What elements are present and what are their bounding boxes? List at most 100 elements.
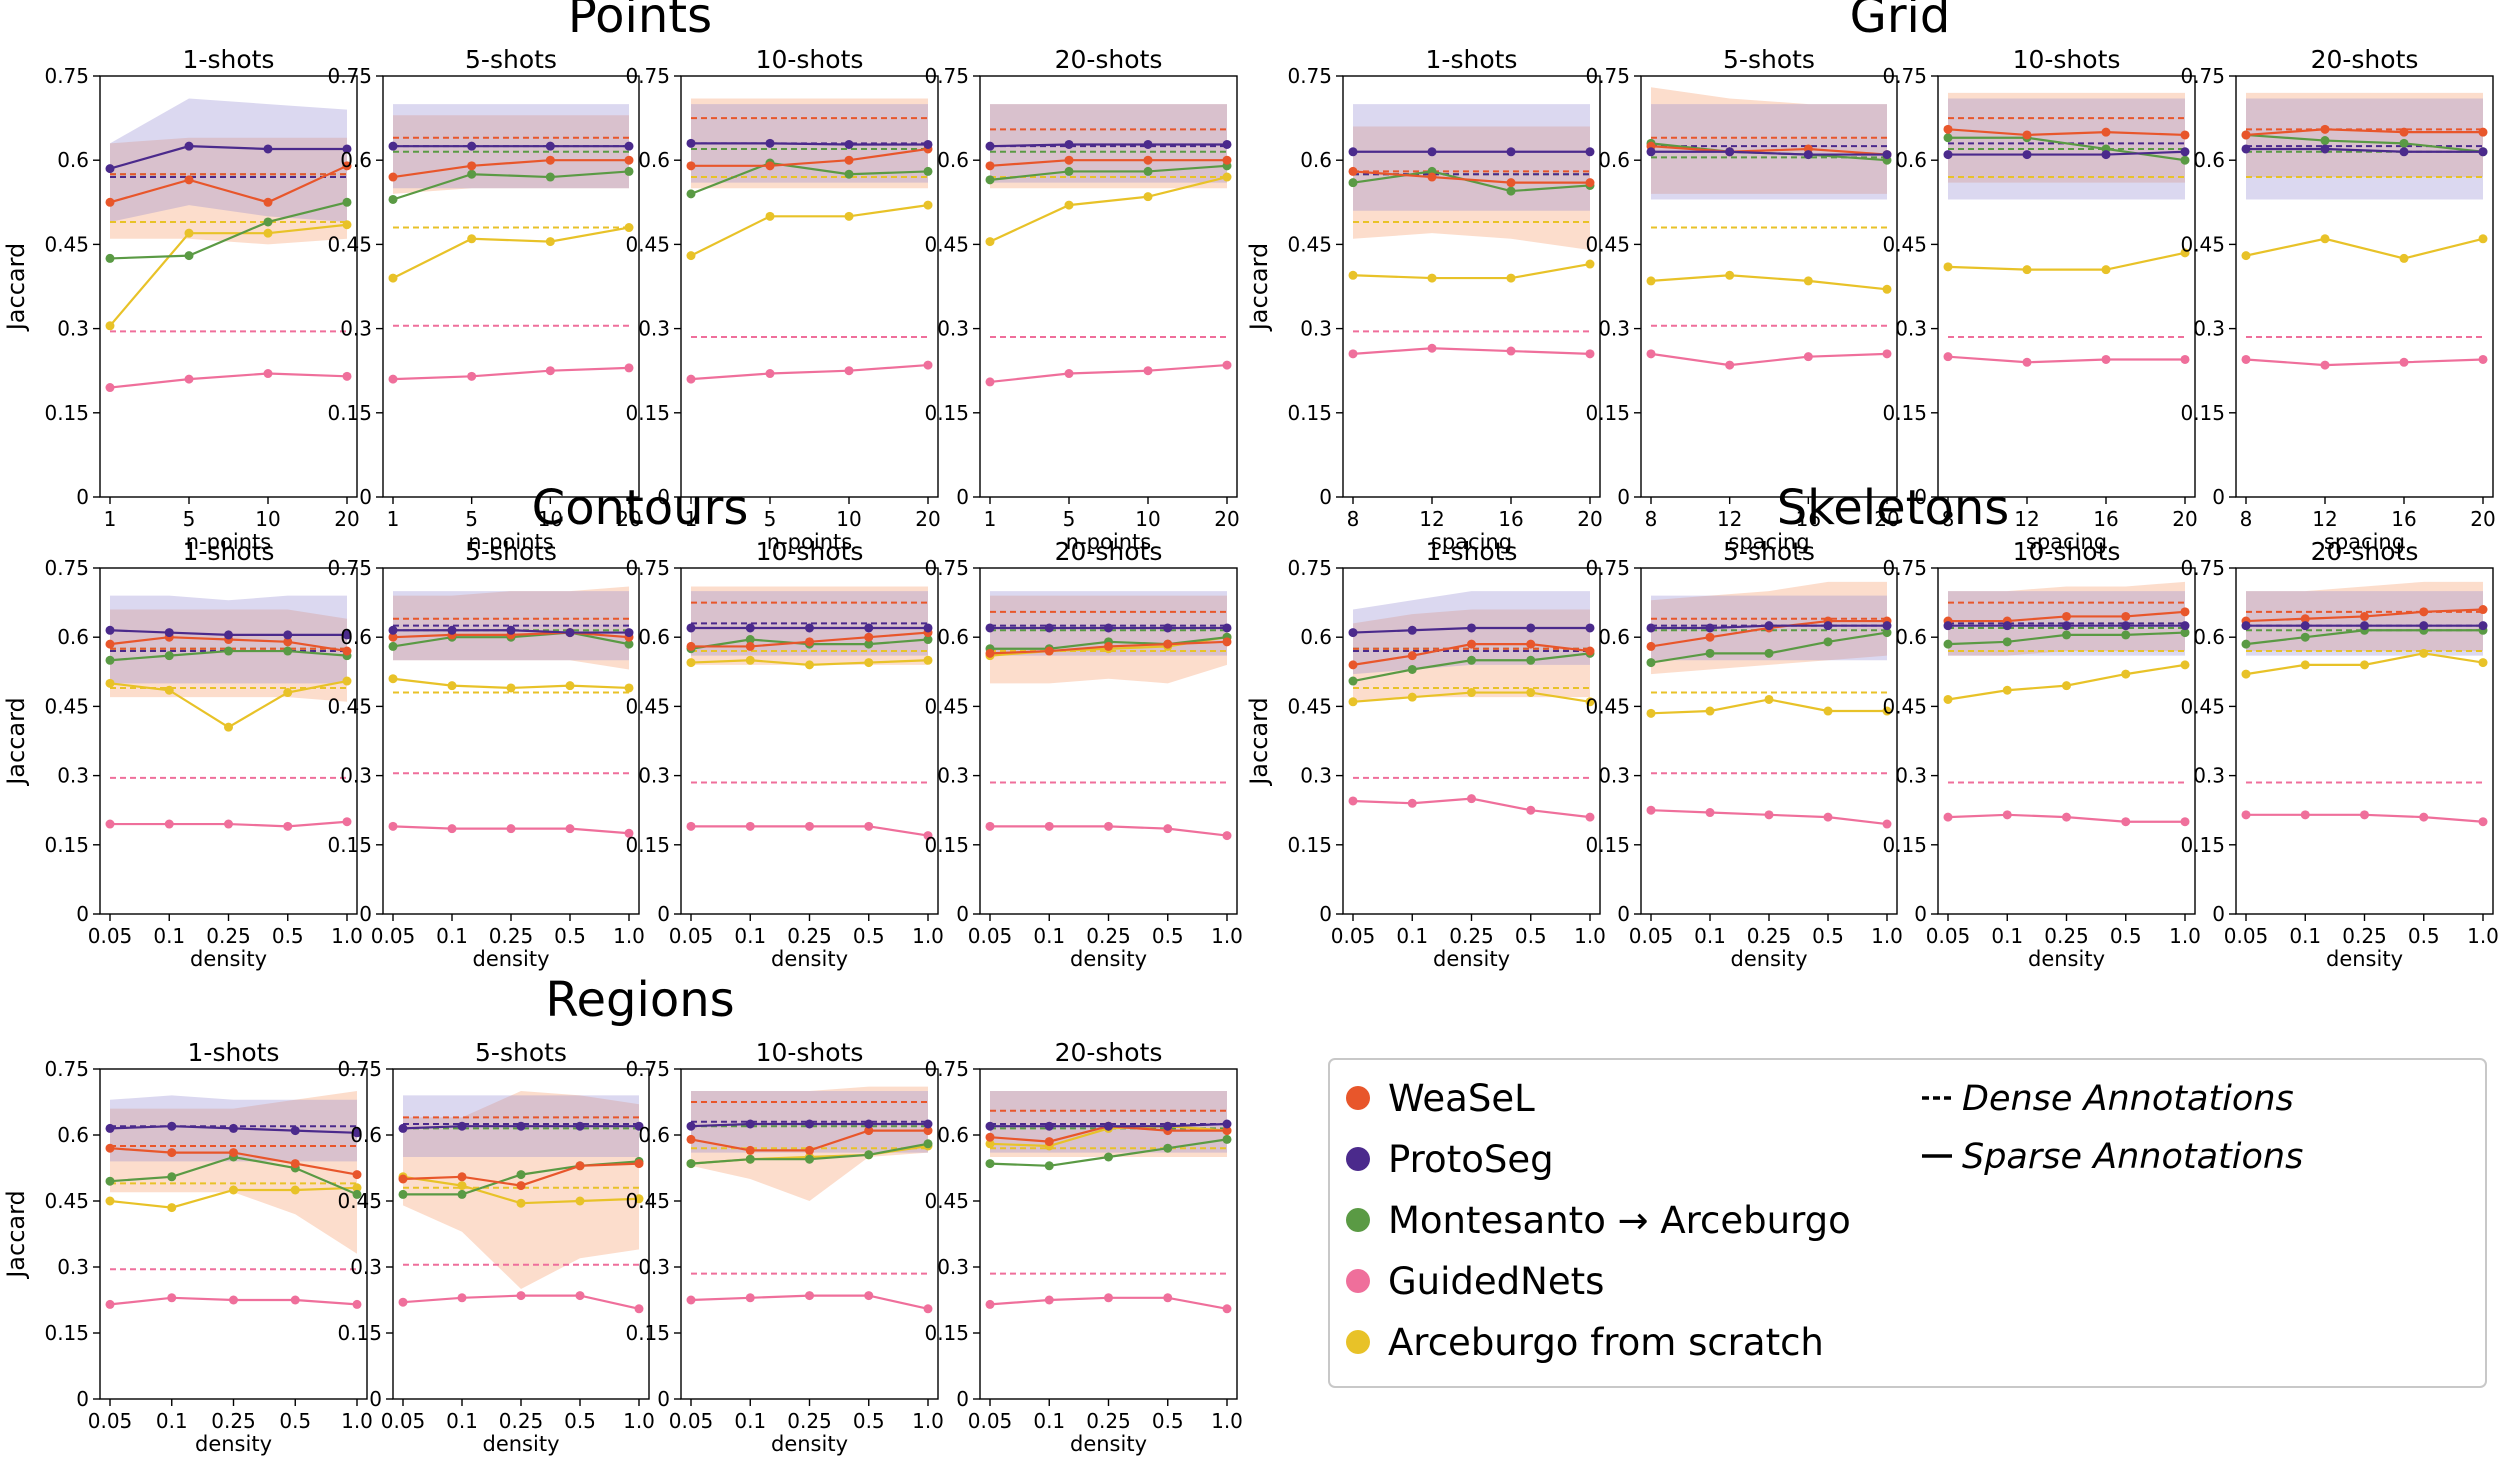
scratch-point [745,655,755,665]
legend-label: GuidedNets [1388,1260,1604,1303]
y-tick-label: 0.75 [1585,64,1630,88]
guidednets-sparse-line [1650,352,1888,367]
guidednets-point [342,817,352,827]
protoseg-sparse-line [691,142,928,146]
protoseg-point [283,630,293,640]
scratch-point [263,228,273,238]
guidednets-point [686,1295,696,1305]
x-tick-label: 0.5 [564,1409,596,1433]
weasel-point [1222,637,1232,647]
protoseg-point [1044,623,1054,633]
y-tick-label: 0.15 [2180,401,2225,425]
guidednets-point [224,819,233,829]
scratch-point [467,234,477,244]
weasel-std-band [1651,87,1887,194]
protoseg-point [2002,621,2012,631]
panel-regions-1-shots: 0 0.15 0.3 0.45 0.6 0.75 0.05 0.1 0.25 0.5 1.0 dens… [2,1038,373,1456]
scratch-point [2320,234,2330,244]
y-tick-label: 0.45 [1287,232,1332,256]
protoseg-point [184,141,194,151]
legend-item-scratch: Arceburgo from scratch [1346,1321,1824,1364]
protoseg-point [342,144,352,154]
weasel-point [263,197,273,207]
scratch-sparse-line [989,175,1228,243]
protoseg-std-band [393,591,629,661]
y-tick-label: 0.6 [937,625,969,649]
weasel-point [686,161,696,171]
protoseg-point [2180,621,2190,631]
montesanto-sparse-line [1352,170,1591,193]
guidednets-point [1064,369,1074,379]
guidednets-point [844,366,854,376]
panel-contours-20-shots: 0 0.15 0.3 0.45 0.6 0.75 0.05 0.1 0.25 0.5 1.0 dens… [924,537,1242,971]
guidednets-point [2241,810,2251,820]
legend-item-montesanto: Montesanto → Arceburgo [1346,1199,1851,1242]
montesanto-point [105,253,115,263]
protoseg-point [1764,621,1774,631]
y-tick-label: 0.15 [1585,401,1630,425]
protoseg-point [864,623,874,633]
scratch-point [985,237,995,247]
guidednets-point [545,366,555,376]
guidednets-point [1467,794,1476,804]
guidednets-point [290,1295,300,1305]
y-axis-label: Jaccard [1245,697,1273,787]
x-tick-label: 0.1 [1033,1409,1065,1433]
guidednets-point [575,1291,585,1301]
panel-skeletons-10-shots: 0 0.15 0.3 0.45 0.6 0.75 0.05 0.1 0.25 0.5 1.0 dens… [1882,537,2200,971]
weasel-point [388,172,398,182]
x-tick-label: 1 [104,507,117,531]
legend-linestyle-label: Dense Annotations [1962,1079,2294,1119]
protoseg-sparse-line [2246,147,2483,153]
weasel-point [2399,127,2409,137]
x-tick-label: 1.0 [2467,924,2499,948]
x-tick-label: 0.1 [1991,924,2023,948]
protoseg-point [1222,623,1232,633]
scratch-sparse-line [392,226,630,280]
panel-skeletons-1-shots: 0 0.15 0.3 0.45 0.6 0.75 0.05 0.1 0.25 0.5 1.0 dens… [1245,537,1606,971]
y-tick-label: 0.15 [924,833,969,857]
montesanto-point [1764,648,1774,658]
montesanto-point [184,251,194,261]
weasel-sparse-line [1650,145,1888,156]
y-tick-label: 0.3 [2193,764,2225,788]
y-tick-label: 0 [1617,902,1630,926]
panel-title: 5-shots [475,1038,567,1067]
protoseg-point [1646,147,1656,157]
y-tick-label: 0 [76,485,89,509]
scratch-point [506,683,516,693]
montesanto-point [1467,655,1476,665]
legend-frame [1328,1058,2487,1388]
y-tick-label: 0.3 [638,764,670,788]
x-tick-label: 1.0 [331,924,363,948]
scratch-point [342,676,352,686]
protoseg-std-band [990,104,1227,183]
y-tick-label: 0.45 [625,694,670,718]
y-tick-label: 0.15 [337,1321,382,1345]
montesanto-point [105,1176,115,1186]
guidednets-point [2320,360,2330,370]
scratch-sparse-line [690,204,929,257]
legend-item-protoseg: ProtoSeg [1346,1138,1554,1181]
plot-area [99,567,358,915]
weasel-point [467,161,477,171]
guidednets-point [686,374,696,384]
weasel-point [745,1145,755,1155]
scratch-point [1943,262,1953,272]
montesanto-point [2241,639,2251,649]
guidednets-point [1163,1293,1173,1303]
weasel-point [1044,646,1054,656]
protoseg-point [506,625,516,635]
x-tick-label: 0.25 [1747,924,1792,948]
y-tick-label: 0 [1319,485,1332,509]
x-tick-label: 0.5 [1152,1409,1184,1433]
x-tick-label: 0.5 [2110,924,2142,948]
scratch-point [388,273,398,283]
weasel-point [2320,124,2330,134]
x-tick-label: 0.25 [787,924,832,948]
panel-title: 10-shots [756,1038,864,1067]
protoseg-point [1104,1121,1113,1131]
panel-title: 20-shots [1055,537,1163,566]
weasel-point [575,1161,585,1171]
weasel-point [844,155,854,165]
